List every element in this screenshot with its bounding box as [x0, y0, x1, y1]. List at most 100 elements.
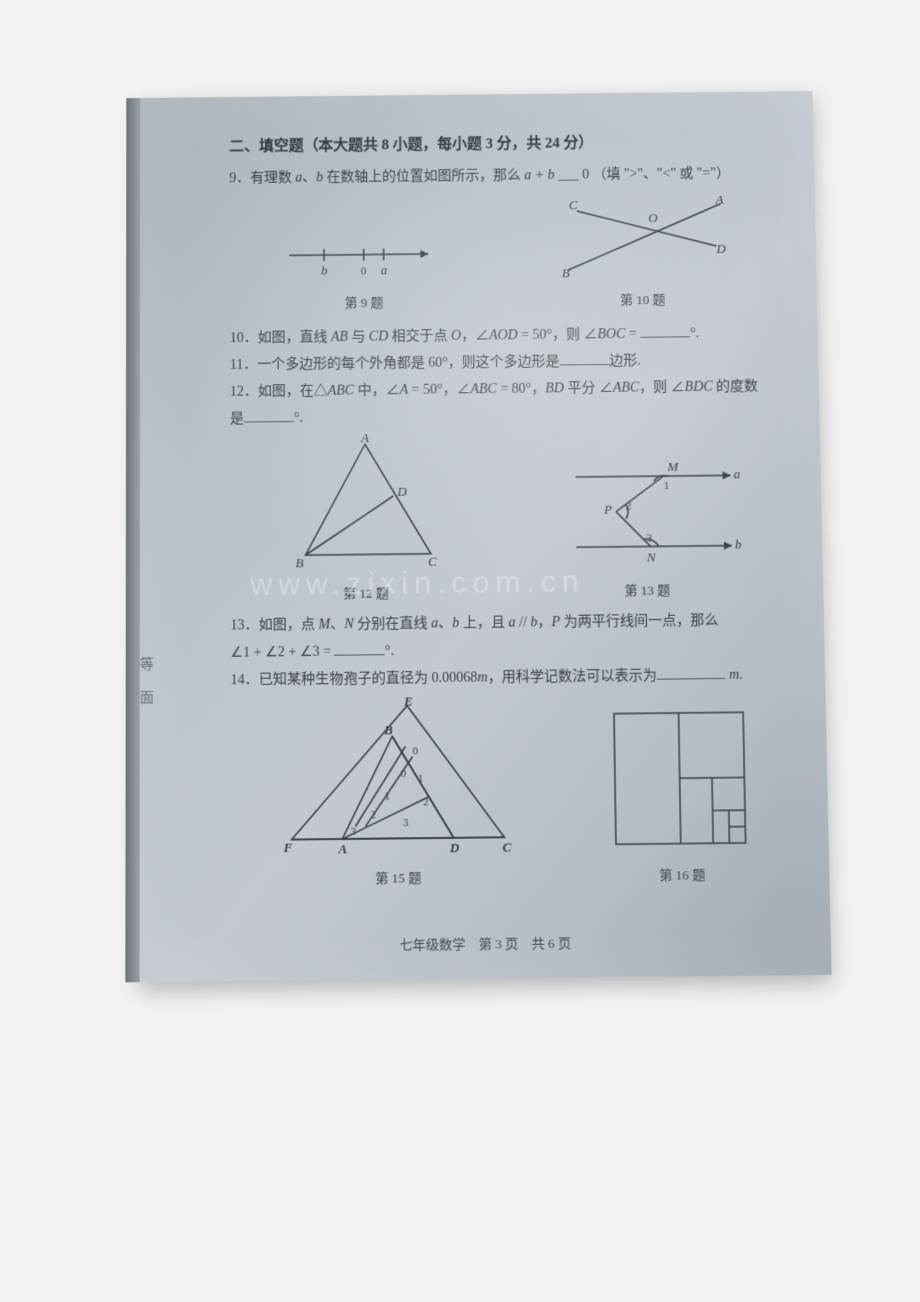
q12-aA: A [399, 382, 408, 397]
question-10: 10．如图，直线 AB 与 CD 相交于点 O，∠AOD = 50°，则 ∠BO… [230, 322, 788, 349]
figure-10: A B C D O 第 10 题 [547, 191, 738, 310]
q13-tb: 、 [330, 617, 344, 632]
question-12-line2: 是 °. [230, 402, 790, 429]
figure-16-svg [604, 701, 758, 856]
q12-BD: BD [545, 381, 564, 396]
q13-deg: °. [385, 643, 394, 658]
q12-ta: 如图，在△ [258, 383, 328, 399]
q10-te: ，则 [552, 327, 584, 342]
fig15-n0a: 0 [412, 745, 418, 757]
fig12-A: A [360, 433, 369, 445]
figure-9-svg: b 0 a [279, 224, 448, 285]
q13-P: P [552, 614, 561, 629]
figure-13-svg: M P N a b 1 2 3 [545, 450, 747, 572]
fig15-n2b: 2 [370, 808, 376, 820]
figure-row-9-10: b 0 a 第 9 题 A B C D O [229, 191, 787, 314]
q12-num: 12． [230, 384, 258, 399]
q12-aABC: ABC [470, 382, 497, 397]
q10-ang1: AOD [489, 328, 518, 343]
q12-eABC: = 80°， [497, 381, 546, 396]
figure-10-caption: 第 10 题 [548, 289, 737, 310]
q14-ta: 已知某种生物孢子的直径为 0.00068 [259, 670, 478, 688]
left-margin-text: 等 面 [140, 655, 154, 710]
figure-9-caption: 第 9 题 [279, 292, 448, 313]
fig13-3: 3 [646, 532, 652, 544]
q10-ta: 如图，直线 [258, 330, 331, 346]
question-11: 11．一个多边形的每个外角都是 60°，则这个多边形是边形. [230, 349, 789, 376]
figure-16: 第 16 题 [604, 701, 759, 885]
q10-O: O [451, 328, 461, 343]
fig15-n3b: 3 [350, 825, 356, 837]
q12-aBDCp: ∠ [671, 380, 685, 395]
q14-tail: . [739, 667, 743, 682]
q14-tb: ，用科学记数法可以表示为 [488, 668, 657, 685]
fig15-F: F [283, 839, 293, 855]
figure-15-svg: 0 0 1 1 2 2 3 3 E B F A D C [271, 694, 525, 860]
q13-num: 13． [230, 618, 258, 633]
q13-l2: ∠1 + ∠2 + ∠3 = [230, 644, 334, 660]
q12-td: ，则 [639, 380, 671, 395]
q9-expr: a + b [524, 168, 554, 183]
q14-m2: m [729, 667, 739, 682]
fig13-N: N [646, 549, 657, 564]
page-binding [125, 98, 140, 982]
q13-blank [334, 641, 384, 655]
q11-blank [559, 351, 609, 365]
q9-a: a [295, 170, 302, 185]
fig10-C: C [569, 197, 578, 212]
figure-9: b 0 a 第 9 题 [279, 224, 449, 314]
figure-16-caption: 第 16 题 [606, 864, 758, 886]
fig15-D: D [449, 839, 460, 855]
q12-l2: 是 [230, 411, 244, 426]
fig12-D: D [396, 483, 407, 498]
fig13-2: 2 [626, 500, 632, 512]
q10-deg: °. [690, 326, 699, 341]
q10-td: ， [461, 328, 475, 343]
q13-tf: ， [537, 614, 551, 629]
fig9-0: 0 [361, 265, 367, 277]
question-13: 13．如图，点 M、N 分别在直线 a、b 上，且 a // b，P 为两平行线… [230, 609, 794, 636]
fig9-a: a [381, 262, 388, 277]
question-12: 12．如图，在△ABC 中，∠A = 50°，∠ABC = 80°，BD 平分 … [230, 375, 789, 402]
q9-t-d: ___ 0 （填 ">"、"<" 或 "="） [554, 166, 730, 183]
watermark-text: www.zixin.com.cn [250, 559, 585, 608]
q12-deg: °. [294, 410, 303, 425]
fig15-n1b: 1 [385, 790, 391, 802]
left-char-1: 等 [140, 655, 154, 676]
q12-te: 的度数 [712, 379, 758, 394]
section-title: 二、填空题（本大题共 8 小题，每小题 3 分，共 24 分） [229, 130, 784, 158]
fig9-b: b [321, 262, 328, 277]
q12-blank [244, 408, 294, 422]
q12-aABCp: ∠ [456, 382, 470, 397]
fig15-n1a: 1 [418, 772, 424, 784]
q10-ang1p: ∠ [475, 328, 489, 343]
q10-num: 10． [230, 330, 258, 345]
fig15-C: C [502, 839, 511, 855]
q10-CD: CD [369, 329, 388, 344]
exam-page: 等 面 二、填空题（本大题共 8 小题，每小题 3 分，共 24 分） 9．有理… [140, 91, 832, 982]
fig15-n3a: 3 [403, 816, 409, 828]
q12-tb: 中， [354, 383, 386, 398]
figure-row-15-16: 0 0 1 1 2 2 3 3 E B F A D C [231, 691, 800, 890]
q12-aBDC: BDC [685, 379, 713, 394]
fig10-O: O [648, 210, 658, 225]
fig15-B: B [383, 721, 393, 736]
q10-AB: AB [331, 329, 348, 344]
q10-ang2p: ∠ [583, 327, 597, 342]
fig10-A: A [714, 191, 723, 206]
q12-tc: 平分 [564, 380, 599, 395]
q14-m1: m [477, 670, 487, 685]
question-9: 9．有理数 a、b 在数轴上的位置如图所示，那么 a + b ___ 0 （填 … [229, 162, 784, 188]
fig10-D: D [715, 240, 726, 255]
q13-N: N [344, 617, 353, 632]
q11-num: 11． [230, 357, 257, 372]
fig13-M: M [666, 458, 679, 473]
q13-tg: 为两平行线间一点，那么 [560, 613, 719, 630]
photo-background: 等 面 二、填空题（本大题共 8 小题，每小题 3 分，共 24 分） 9．有理… [0, 0, 920, 1302]
q10-tb: 与 [348, 329, 369, 344]
question-14: 14．已知某种生物孢子的直径为 0.00068m，用科学记数法可以表示为 m. [231, 664, 796, 691]
q13-td: 、 [438, 616, 452, 631]
fig15-E: E [403, 694, 413, 708]
fig15-n0b: 0 [401, 767, 407, 779]
q13-par: // [516, 615, 531, 630]
